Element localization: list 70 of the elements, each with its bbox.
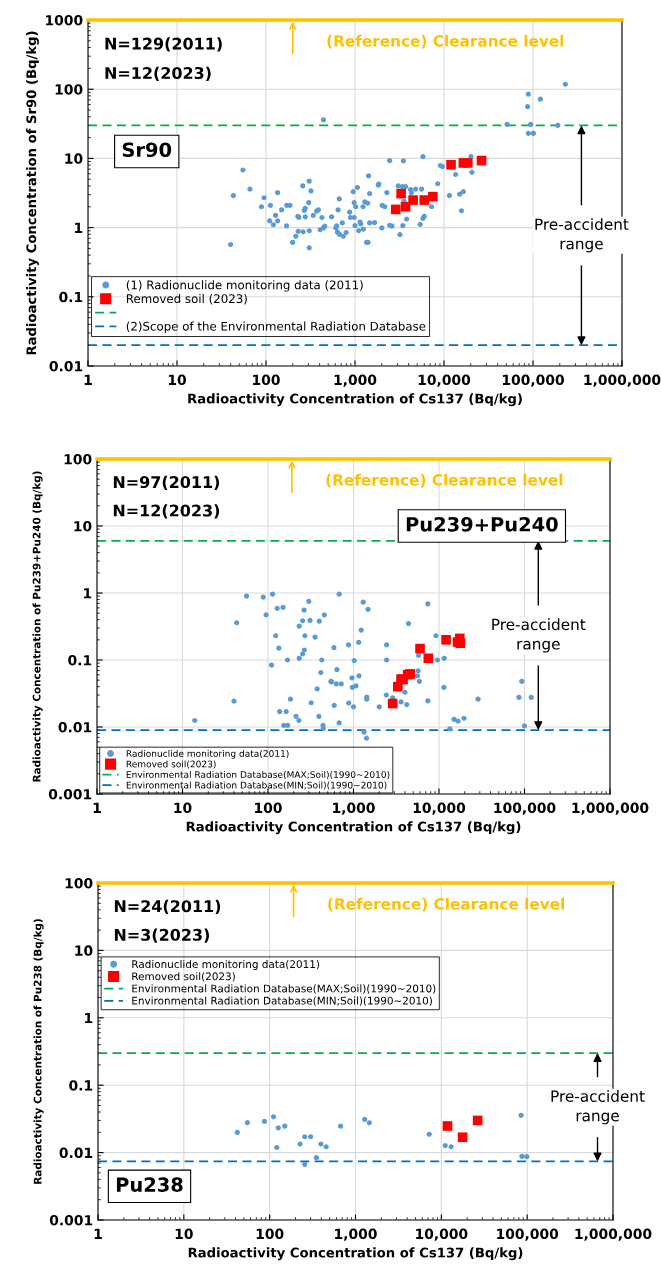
annotation: Pre-accident range bbox=[535, 218, 629, 253]
annotation: Pre-accident range bbox=[551, 1090, 645, 1125]
y-axis-title: Radioactivity Concentration of Pu238 (Bq/kg) bbox=[33, 919, 44, 1184]
legend-label: (1) Radionuclide monitoring data (2011) bbox=[126, 280, 363, 292]
x-tick-label: 100 bbox=[255, 802, 282, 814]
legend-label: Removed soil (2023) bbox=[126, 293, 247, 305]
legend-label: Environmental Radiation Database(MAX;Soil)(1990∼2010) bbox=[126, 770, 390, 780]
x-tick-label: 1,000,000 bbox=[584, 374, 661, 387]
x-tick-label: 100,000 bbox=[502, 374, 564, 387]
y-tick-label: 0.01 bbox=[59, 1147, 93, 1159]
x-tick-label: 1,000,000 bbox=[572, 802, 649, 815]
x-tick-label: 10 bbox=[168, 374, 186, 386]
annotation: Sr90 bbox=[122, 142, 172, 158]
x-tick-label: 1,000 bbox=[333, 802, 375, 815]
annotation: N=129(2011) bbox=[105, 37, 222, 52]
y-tick-label: 0.001 bbox=[48, 788, 92, 800]
y-tick-label: 1 bbox=[75, 222, 83, 233]
annotation: Pu239+Pu240 bbox=[406, 516, 558, 532]
y-tick-label: 0.1 bbox=[69, 1080, 93, 1091]
x-tick-label: 100,000 bbox=[494, 802, 556, 815]
y-tick-label: 100 bbox=[64, 453, 92, 465]
legend-label: Environmental Radiation Database(MIN;Soil)(1990∼2010) bbox=[132, 996, 432, 1006]
legend-label: Removed soil(2023) bbox=[132, 972, 235, 982]
annotation: N=97(2011) bbox=[113, 475, 220, 490]
x-tick-label: 100 bbox=[256, 1228, 284, 1240]
y-tick-label: 1 bbox=[84, 588, 92, 599]
legend-label: Environmental Radiation Database(MIN;Soil)(1990∼2010) bbox=[126, 781, 387, 790]
x-tick-label: 10,000 bbox=[413, 802, 466, 815]
x-tick-label: 10 bbox=[174, 802, 192, 814]
y-axis-title: Radioactivity Concentration of Pu239+Pu240 (Bq/kg) bbox=[32, 471, 43, 782]
annotation: N=12(2023) bbox=[105, 66, 211, 81]
y-tick-label: 0.001 bbox=[49, 1214, 93, 1226]
x-axis-title: Radioactivity Concentration of Cs137 (Bq/kg) bbox=[186, 821, 521, 835]
legend-label: Radionuclide monitoring data(2011) bbox=[132, 960, 320, 971]
annotation: (Reference) Clearance level bbox=[326, 473, 563, 488]
annotation: (Reference) Clearance level bbox=[327, 34, 564, 49]
y-tick-label: 0.1 bbox=[59, 291, 83, 303]
x-tick-label: 1 bbox=[93, 802, 101, 813]
y-tick-label: 10 bbox=[74, 520, 92, 532]
annotation: (Reference) Clearance level bbox=[328, 897, 564, 912]
y-tick-label: 100 bbox=[55, 84, 83, 95]
y-tick-label: 100 bbox=[65, 877, 93, 889]
y-axis-title: Radioactivity Concentration of Sr90 (Bq/kg) bbox=[26, 31, 39, 355]
x-axis-title: Radioactivity Concentration of Cs137 (Bq/kg) bbox=[188, 393, 522, 407]
x-axis-title: Radioactivity Concentration of Cs137 (Bq/kg) bbox=[188, 1247, 523, 1261]
y-tick-label: 1 bbox=[85, 1012, 93, 1024]
legend-label: (2)Scope of the Environmental Radiation Database bbox=[126, 321, 426, 333]
annotation: N=3(2023) bbox=[114, 928, 209, 943]
x-tick-label: 10 bbox=[175, 1228, 193, 1240]
legend-label: Environmental Radiation Database(MAX;Soil)(1990∼2010) bbox=[132, 984, 436, 994]
y-tick-label: 10 bbox=[75, 945, 93, 956]
y-tick-label: 0.01 bbox=[49, 360, 83, 372]
x-tick-label: 1,000,000 bbox=[575, 1228, 652, 1241]
y-tick-label: 1000 bbox=[46, 14, 83, 26]
x-tick-label: 1,000 bbox=[334, 374, 377, 387]
x-tick-label: 100 bbox=[253, 374, 280, 386]
x-tick-label: 1,000 bbox=[335, 1228, 377, 1241]
annotation: N=24(2011) bbox=[114, 899, 221, 915]
y-tick-label: 10 bbox=[65, 153, 83, 164]
legend-label: Removed soil(2023) bbox=[126, 760, 216, 769]
annotation: Pre-accident range bbox=[492, 618, 586, 653]
x-tick-label: 100,000 bbox=[497, 1228, 559, 1241]
annotation: Pu238 bbox=[116, 1177, 183, 1192]
y-tick-label: 0.01 bbox=[58, 721, 92, 733]
x-tick-label: 1 bbox=[94, 1228, 102, 1239]
x-tick-label: 10,000 bbox=[418, 374, 471, 387]
x-tick-label: 10,000 bbox=[416, 1228, 468, 1241]
annotation: N=12(2023) bbox=[113, 504, 220, 519]
legend-label: Radionuclide monitoring data(2011) bbox=[126, 749, 289, 759]
y-tick-label: 0.1 bbox=[68, 654, 92, 666]
